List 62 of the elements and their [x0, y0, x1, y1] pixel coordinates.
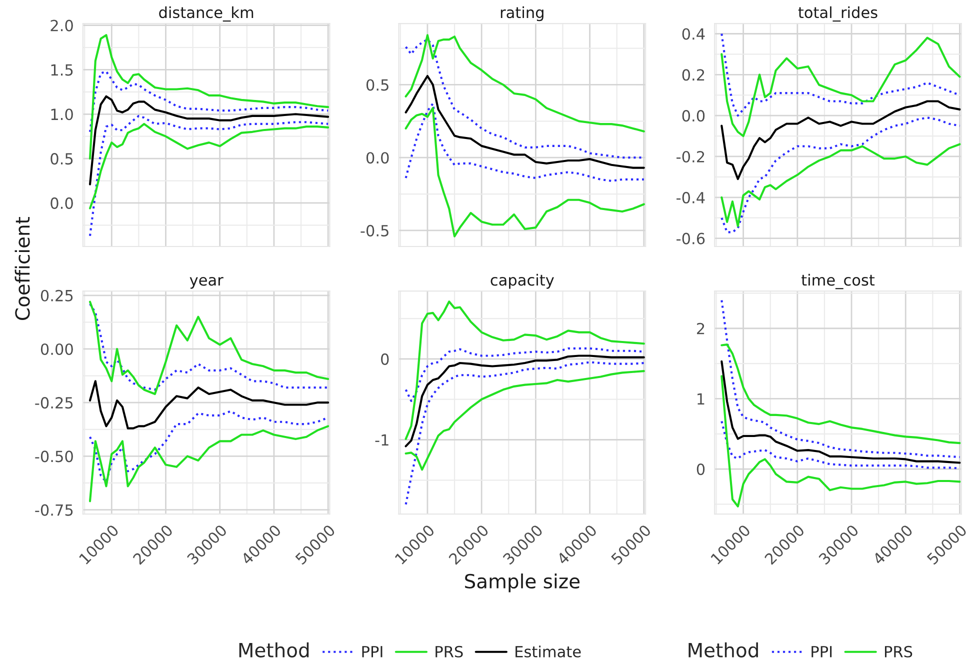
line-series — [88, 122, 330, 210]
line-series — [720, 116, 961, 234]
line-series — [404, 361, 645, 506]
chart-title: distance_km — [159, 6, 254, 22]
y-tick-label: 0.0 — [50, 197, 73, 209]
y-axis-title: Coefficient — [14, 217, 30, 320]
line-series — [88, 425, 330, 502]
line-series — [404, 354, 645, 448]
line-series — [720, 299, 961, 458]
y-tick-label: -0.50 — [35, 450, 73, 462]
legend-label: PPI — [812, 646, 832, 658]
line-series — [720, 375, 961, 508]
chart-title: capacity — [490, 274, 554, 289]
y-tick-label: 2.0 — [50, 20, 73, 32]
line-series — [720, 36, 961, 138]
y-tick-label: 0.2 — [682, 69, 704, 81]
y-tick-label: 1.0 — [51, 108, 73, 120]
y-tick-label: -0.5 — [360, 224, 388, 236]
y-tick-label: 0.4 — [682, 28, 705, 40]
text: Method — [688, 642, 758, 658]
y-tick-label: 0 — [696, 464, 705, 476]
line-series — [404, 300, 645, 440]
line-series — [88, 34, 330, 160]
chart-title: rating — [500, 6, 544, 22]
chart-title: total_rides — [798, 6, 878, 22]
line-series — [88, 380, 330, 430]
line-series — [88, 95, 330, 186]
y-tick-label: 2 — [696, 322, 704, 334]
y-tick-label: -0.25 — [35, 397, 73, 409]
line-series — [720, 100, 961, 180]
y-tick-label: 0.5 — [50, 153, 73, 165]
y-tick-label: -0.75 — [35, 504, 73, 516]
line-series — [404, 34, 645, 132]
y-tick-label: -0.6 — [676, 232, 705, 244]
line-series — [88, 70, 330, 133]
line-series — [404, 102, 645, 182]
chart-title: time_cost — [801, 274, 875, 290]
y-tick-label: 0.0 — [682, 110, 705, 122]
y-tick-label: 0 — [381, 353, 389, 365]
y-tick-label: 0.0 — [366, 152, 389, 164]
line-series — [404, 74, 645, 169]
y-tick-label: 1 — [698, 393, 704, 405]
line-series — [720, 344, 961, 444]
x-axis-title: Sample size — [465, 573, 580, 592]
legend-label: PPI — [362, 646, 382, 658]
legend-label: PRS — [884, 646, 912, 658]
y-tick-label: 0.5 — [366, 79, 388, 91]
y-tick-label: -0.4 — [676, 192, 705, 204]
chart-title: year — [190, 276, 224, 289]
line-series — [404, 107, 645, 238]
legend-label: PRS — [436, 646, 463, 658]
y-tick-label: 0.00 — [40, 343, 73, 356]
legend-label: Estimate — [516, 646, 581, 658]
y-tick-label: -1 — [375, 434, 388, 446]
line-series — [720, 360, 961, 464]
line-series — [404, 370, 645, 471]
y-tick-label: 1.5 — [51, 64, 73, 76]
y-tick-label: 0.25 — [40, 290, 73, 302]
line-series — [88, 114, 330, 237]
legend-title: Method — [239, 642, 309, 658]
y-tick-label: -0.2 — [676, 150, 704, 163]
line-series — [720, 143, 961, 228]
